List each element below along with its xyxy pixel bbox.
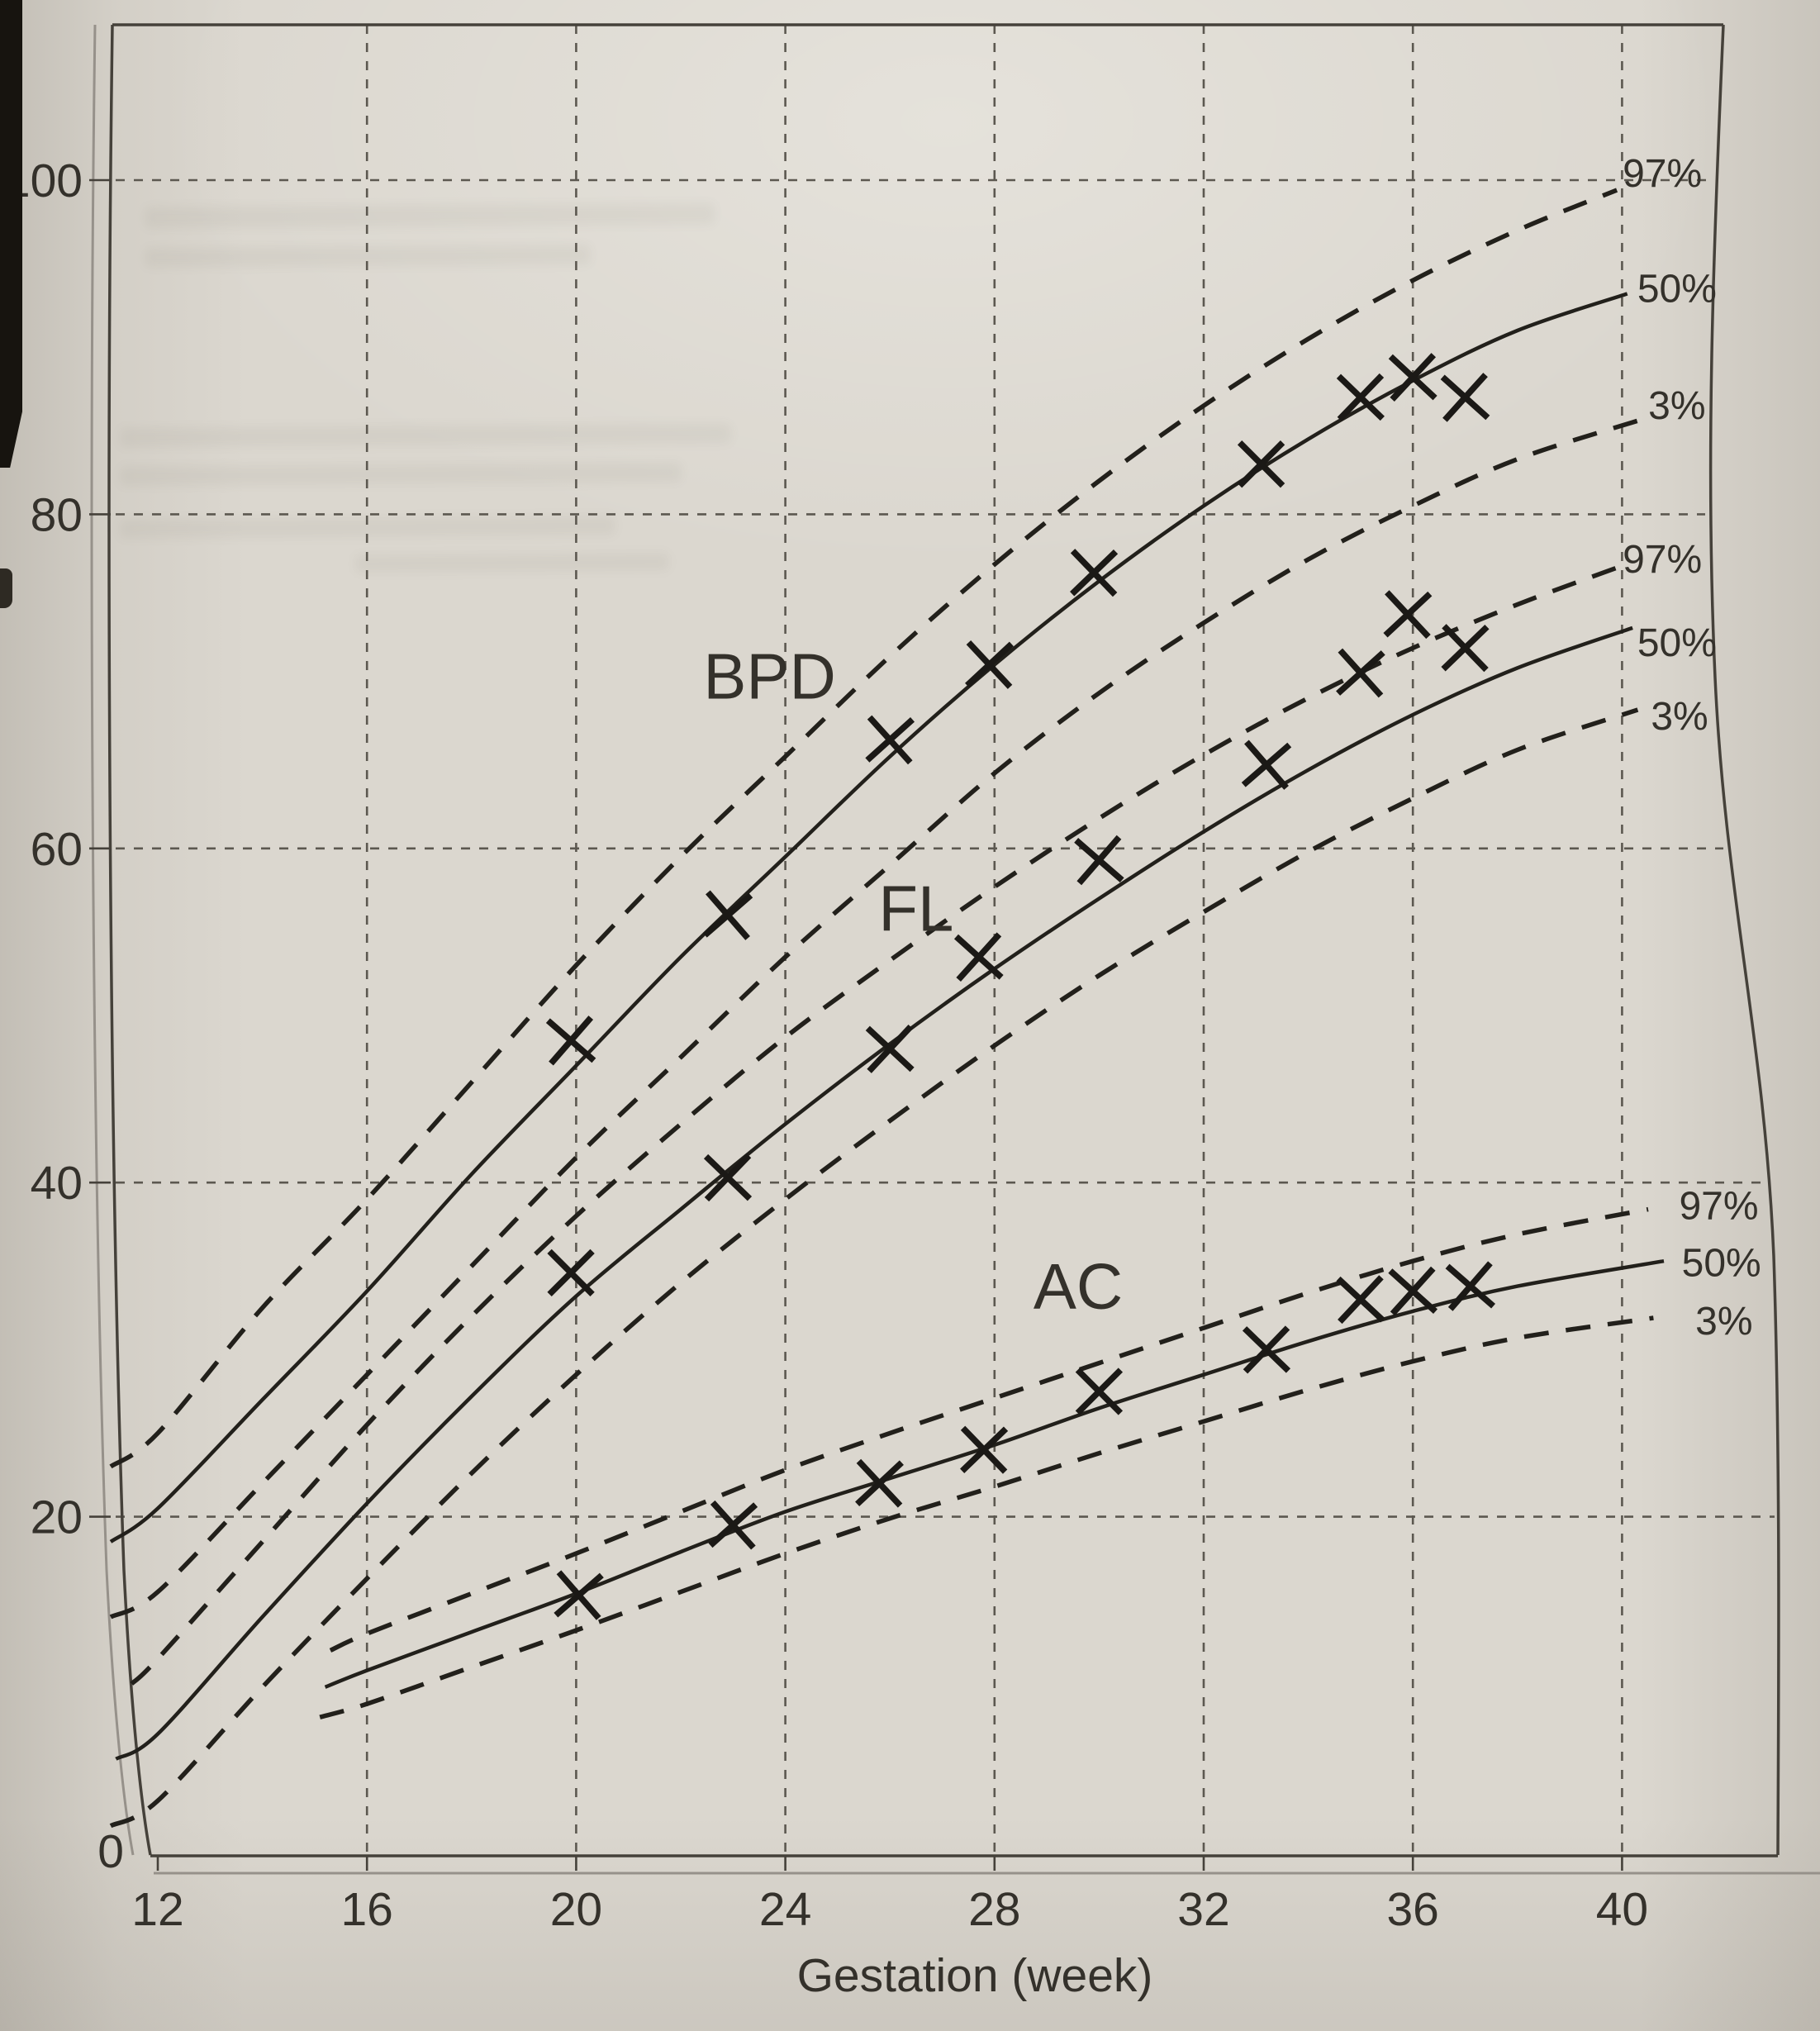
series-bpd: 97% 50% 3% BPD <box>109 152 1717 1620</box>
plot-border <box>90 23 1820 1875</box>
x-marker <box>1070 549 1119 597</box>
series-label-fl: FL <box>878 873 953 945</box>
measurement-markers-fl <box>547 590 1490 1297</box>
x-marker <box>865 1024 915 1073</box>
y-tick-label: 0 <box>97 1825 124 1878</box>
percentile-label: 97% <box>1623 538 1702 582</box>
series-label-bpd: BPD <box>703 640 835 713</box>
x-marker <box>1237 440 1285 488</box>
x-marker <box>708 1500 758 1550</box>
fl-50pct-curve <box>115 625 1633 1761</box>
percentile-label: 50% <box>1637 267 1717 311</box>
percentile-label: 97% <box>1679 1185 1758 1229</box>
x-tick-label: 40 <box>1596 1883 1648 1936</box>
right-border <box>1708 24 1780 1856</box>
x-marker <box>1336 1275 1385 1325</box>
bpd-50pct-curve <box>109 292 1628 1543</box>
measurement-markers-ac <box>554 1261 1496 1620</box>
percentile-label: 97% <box>1623 152 1702 196</box>
x-tick-label: 28 <box>968 1883 1020 1936</box>
x-marker <box>1440 373 1490 422</box>
x-tick-label: 32 <box>1177 1883 1229 1936</box>
left-border-shadow <box>90 24 135 1856</box>
percentile-label: 50% <box>1682 1241 1761 1285</box>
x-tick-label: 24 <box>759 1883 811 1936</box>
x-marker <box>703 1153 753 1202</box>
x-tick-label: 16 <box>340 1883 392 1936</box>
x-marker <box>545 1016 596 1066</box>
x-marker <box>1388 1266 1438 1316</box>
x-marker <box>855 1458 904 1508</box>
bpd-97pct-curve <box>109 188 1618 1469</box>
y-tick-label: 80 <box>31 488 83 541</box>
percentile-label: 50% <box>1637 621 1717 665</box>
x-axis-title: Gestation (week) <box>797 1949 1153 2002</box>
ac-50pct-curve <box>324 1258 1665 1689</box>
series-label-ac: AC <box>1034 1250 1123 1323</box>
y-tick-label: 60 <box>31 823 83 876</box>
x-marker <box>1336 373 1385 421</box>
measurement-markers-bpd <box>545 353 1490 1066</box>
x-marker <box>953 932 1004 982</box>
y-tick-labels: 0 20 40 60 80 100 <box>4 155 124 1878</box>
x-marker <box>1445 1261 1496 1311</box>
series-ac: 97% 50% 3% AC <box>319 1185 1761 1719</box>
percentile-label: 3% <box>1648 384 1705 428</box>
x-marker <box>1242 1325 1291 1374</box>
x-marker <box>965 640 1014 689</box>
ac-97pct-curve <box>329 1206 1649 1653</box>
x-marker <box>1074 835 1124 886</box>
x-tick-labels: 12 16 20 24 28 32 36 40 <box>131 1883 1648 1936</box>
x-marker <box>554 1570 604 1620</box>
x-marker <box>865 715 915 765</box>
x-marker <box>1075 1367 1124 1415</box>
x-tick-label: 12 <box>131 1883 183 1936</box>
ac-3pct-curve <box>319 1315 1654 1719</box>
bpd-3pct-curve <box>109 418 1639 1620</box>
series-fl: 97% 50% 3% FL <box>109 538 1717 1829</box>
x-marker <box>1388 353 1437 402</box>
x-marker <box>1441 624 1490 673</box>
fl-3pct-curve <box>109 707 1639 1829</box>
y-tick-label: 20 <box>31 1491 83 1544</box>
fl-97pct-curve <box>130 565 1618 1686</box>
left-border <box>107 24 152 1856</box>
x-marker <box>960 1425 1009 1474</box>
x-tick-label: 20 <box>550 1883 602 1936</box>
x-marker <box>1241 740 1292 790</box>
axis-ticks <box>89 178 1623 1871</box>
x-marker <box>1336 648 1385 698</box>
y-tick-label: 100 <box>4 155 83 207</box>
x-marker <box>1383 590 1433 640</box>
x-marker <box>702 890 753 940</box>
y-tick-label: 40 <box>31 1157 83 1210</box>
percentile-label: 3% <box>1695 1300 1752 1344</box>
percentile-label: 3% <box>1651 695 1708 739</box>
x-marker <box>547 1249 595 1297</box>
x-tick-label: 36 <box>1386 1883 1438 1936</box>
